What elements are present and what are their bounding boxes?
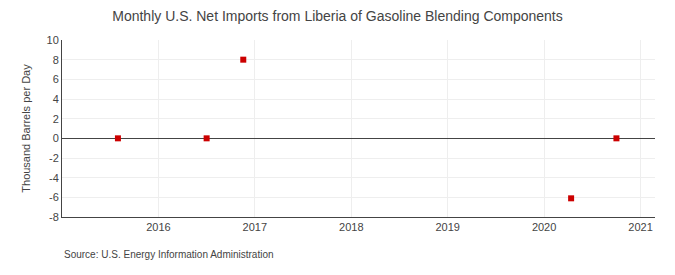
svg-text:-2: -2 (49, 152, 59, 164)
svg-text:2019: 2019 (435, 221, 459, 233)
svg-text:4: 4 (53, 93, 59, 105)
svg-text:2021: 2021 (628, 221, 652, 233)
svg-text:6: 6 (53, 73, 59, 85)
svg-text:2020: 2020 (532, 221, 556, 233)
svg-text:-8: -8 (49, 211, 59, 223)
svg-text:0: 0 (53, 132, 59, 144)
svg-text:10: 10 (47, 34, 59, 46)
svg-text:2: 2 (53, 113, 59, 125)
svg-text:2016: 2016 (146, 221, 170, 233)
svg-text:Thousand Barrels per Day: Thousand Barrels per Day (20, 64, 32, 193)
svg-text:2017: 2017 (243, 221, 267, 233)
svg-text:-4: -4 (49, 172, 59, 184)
svg-text:-6: -6 (49, 191, 59, 203)
svg-text:8: 8 (53, 54, 59, 66)
svg-text:Source: U.S. Energy Informatio: Source: U.S. Energy Information Administ… (64, 249, 274, 260)
svg-text:Monthly U.S. Net Imports from: Monthly U.S. Net Imports from Liberia of… (112, 8, 563, 24)
svg-text:2018: 2018 (339, 221, 363, 233)
